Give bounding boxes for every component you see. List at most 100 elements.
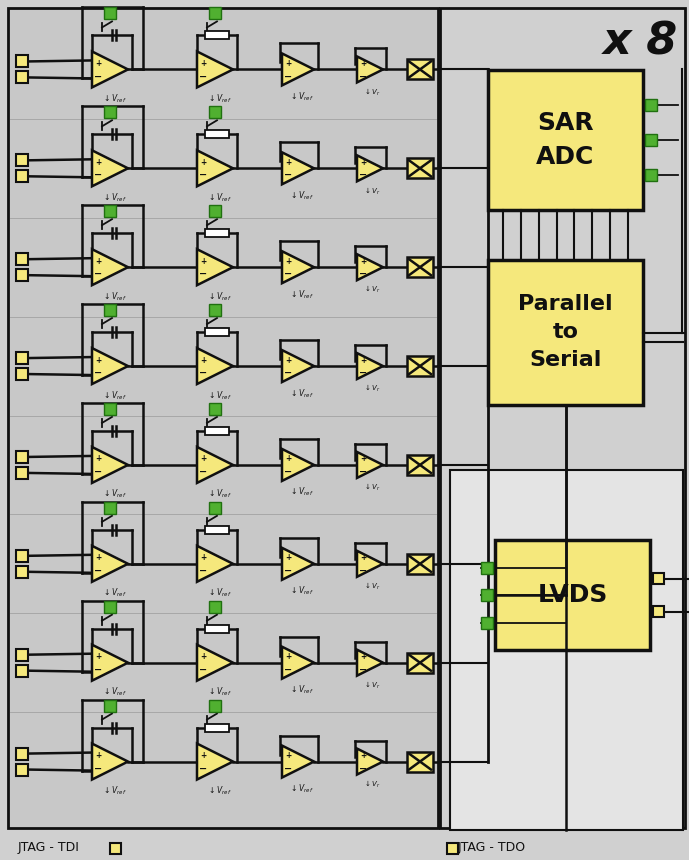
- Bar: [205, 427, 229, 435]
- Polygon shape: [92, 447, 128, 483]
- Bar: [209, 502, 221, 513]
- Text: Parallel
to
Serial: Parallel to Serial: [518, 294, 613, 371]
- Bar: [209, 600, 221, 612]
- Bar: [16, 665, 28, 677]
- Text: +: +: [360, 652, 366, 661]
- Text: −: −: [359, 566, 367, 576]
- Text: $\downarrow V_{ref}$: $\downarrow V_{ref}$: [207, 191, 232, 204]
- Text: +: +: [360, 158, 366, 167]
- Text: −: −: [199, 566, 207, 576]
- Text: +: +: [95, 553, 101, 562]
- Text: $\downarrow V_{ref}$: $\downarrow V_{ref}$: [289, 90, 313, 103]
- Text: $\downarrow V_{ref}$: $\downarrow V_{ref}$: [289, 189, 313, 202]
- Polygon shape: [357, 156, 383, 181]
- Text: +: +: [285, 553, 291, 562]
- Polygon shape: [282, 548, 314, 580]
- Text: +: +: [285, 59, 291, 68]
- Text: −: −: [199, 71, 207, 82]
- Text: $\downarrow V_r$: $\downarrow V_r$: [363, 482, 381, 493]
- Bar: [16, 71, 28, 83]
- Polygon shape: [357, 353, 383, 379]
- Text: $\downarrow V_{ref}$: $\downarrow V_{ref}$: [289, 684, 313, 697]
- Text: $\downarrow V_{ref}$: $\downarrow V_{ref}$: [289, 783, 313, 795]
- Bar: [16, 55, 28, 67]
- Text: +: +: [200, 454, 206, 464]
- Polygon shape: [282, 251, 314, 283]
- Text: SAR
ADC: SAR ADC: [536, 111, 595, 169]
- Text: $\downarrow V_{ref}$: $\downarrow V_{ref}$: [102, 389, 126, 402]
- Bar: [407, 158, 433, 178]
- Text: −: −: [94, 764, 102, 773]
- Text: −: −: [359, 269, 367, 280]
- Text: $\downarrow V_{ref}$: $\downarrow V_{ref}$: [102, 92, 126, 105]
- Bar: [110, 843, 121, 853]
- Polygon shape: [357, 57, 383, 83]
- Polygon shape: [357, 748, 383, 775]
- Text: $\downarrow V_{ref}$: $\downarrow V_{ref}$: [207, 389, 232, 402]
- Text: +: +: [200, 751, 206, 760]
- Text: −: −: [199, 269, 207, 280]
- Bar: [205, 229, 229, 237]
- Text: −: −: [284, 71, 292, 82]
- Text: −: −: [359, 665, 367, 675]
- Bar: [446, 843, 457, 853]
- Text: −: −: [94, 368, 102, 378]
- Bar: [488, 70, 643, 210]
- Polygon shape: [197, 645, 233, 680]
- Bar: [645, 134, 657, 146]
- Text: $\downarrow V_{ref}$: $\downarrow V_{ref}$: [102, 587, 126, 599]
- Text: $\downarrow V_{ref}$: $\downarrow V_{ref}$: [207, 685, 232, 698]
- Text: +: +: [285, 158, 291, 167]
- Bar: [104, 304, 116, 316]
- Bar: [16, 368, 28, 380]
- Polygon shape: [197, 249, 233, 286]
- Text: +: +: [200, 158, 206, 167]
- Text: $\downarrow V_{ref}$: $\downarrow V_{ref}$: [207, 784, 232, 797]
- Text: $\downarrow V_r$: $\downarrow V_r$: [363, 778, 381, 789]
- Text: −: −: [199, 170, 207, 181]
- Bar: [16, 154, 28, 166]
- Text: $\downarrow V_{ref}$: $\downarrow V_{ref}$: [102, 290, 126, 303]
- Text: +: +: [360, 553, 366, 562]
- Bar: [104, 600, 116, 612]
- Text: −: −: [359, 170, 367, 181]
- Text: $\downarrow V_{ref}$: $\downarrow V_{ref}$: [289, 288, 313, 301]
- Bar: [104, 403, 116, 415]
- Text: $\downarrow V_r$: $\downarrow V_r$: [363, 679, 381, 691]
- Bar: [407, 554, 433, 574]
- Text: JTAG - TDI: JTAG - TDI: [18, 841, 80, 855]
- Text: +: +: [95, 158, 101, 167]
- Bar: [209, 8, 221, 20]
- Text: +: +: [95, 652, 101, 661]
- Text: −: −: [284, 170, 292, 181]
- Polygon shape: [282, 647, 314, 679]
- Bar: [205, 32, 229, 40]
- Bar: [481, 562, 493, 574]
- Bar: [407, 752, 433, 771]
- Bar: [450, 470, 683, 830]
- Polygon shape: [357, 649, 383, 676]
- Text: +: +: [360, 454, 366, 464]
- Text: −: −: [199, 764, 207, 773]
- Polygon shape: [197, 744, 233, 779]
- Text: −: −: [284, 566, 292, 576]
- Text: $\downarrow V_r$: $\downarrow V_r$: [363, 383, 381, 394]
- Bar: [652, 573, 664, 584]
- Bar: [205, 723, 229, 732]
- Text: −: −: [94, 71, 102, 82]
- Text: $\downarrow V_{ref}$: $\downarrow V_{ref}$: [102, 488, 126, 501]
- Text: −: −: [94, 170, 102, 181]
- Text: $\downarrow V_r$: $\downarrow V_r$: [363, 87, 381, 98]
- Text: −: −: [359, 764, 367, 773]
- Bar: [652, 606, 664, 617]
- Text: $\downarrow V_{ref}$: $\downarrow V_{ref}$: [102, 784, 126, 797]
- Bar: [209, 107, 221, 119]
- Bar: [16, 170, 28, 182]
- Text: +: +: [360, 751, 366, 760]
- Polygon shape: [92, 249, 128, 286]
- Text: $\downarrow V_{ref}$: $\downarrow V_{ref}$: [207, 290, 232, 303]
- Text: −: −: [359, 368, 367, 378]
- Bar: [104, 8, 116, 20]
- Text: +: +: [200, 553, 206, 562]
- Text: $\downarrow V_{ref}$: $\downarrow V_{ref}$: [207, 488, 232, 501]
